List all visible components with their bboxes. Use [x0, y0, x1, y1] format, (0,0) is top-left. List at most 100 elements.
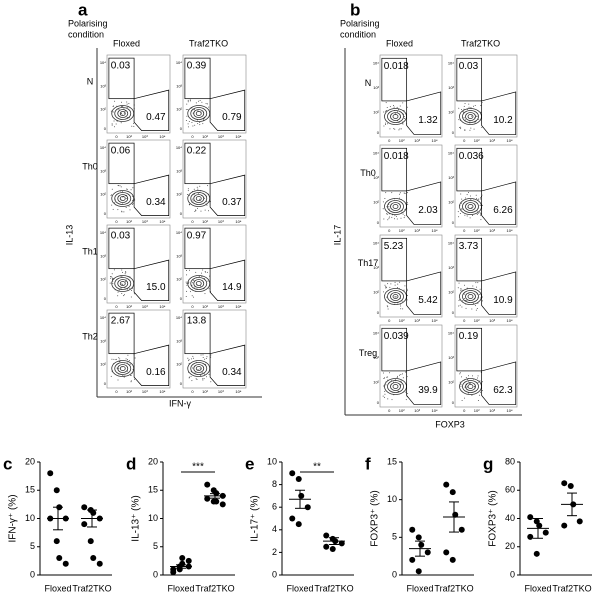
- event-dot: [479, 380, 481, 382]
- data-point: [418, 541, 425, 548]
- x-tick-label: Traf2TKO: [195, 583, 234, 593]
- event-dot: [117, 291, 119, 293]
- flow-tick: 10²: [399, 408, 405, 413]
- event-dot: [198, 275, 200, 277]
- event-dot: [401, 300, 403, 302]
- event-dot: [384, 198, 386, 200]
- event-dot: [387, 398, 389, 400]
- contour: [119, 111, 126, 116]
- gate: [481, 181, 517, 225]
- event-dot: [205, 358, 207, 360]
- event-dot: [188, 360, 190, 362]
- plot-frame: [454, 234, 518, 318]
- flow-tick: 10³: [142, 134, 148, 139]
- event-dot: [117, 379, 119, 381]
- event-dot: [479, 293, 481, 295]
- event-dot: [189, 269, 191, 271]
- data-point: [90, 509, 97, 516]
- flow-tick: 0: [452, 400, 455, 405]
- contour: [467, 294, 474, 299]
- column-header: Floxed: [113, 38, 140, 48]
- event-dot: [477, 377, 479, 379]
- flow-tick: 0: [377, 400, 380, 405]
- event-dot: [124, 273, 126, 275]
- event-dot: [391, 192, 393, 194]
- event-dot: [189, 291, 191, 293]
- gate-percent: 0.19: [459, 331, 479, 342]
- contour: [114, 192, 132, 205]
- event-dot: [480, 391, 482, 393]
- event-dot: [194, 286, 196, 288]
- row-label: N: [87, 77, 94, 87]
- row-label: Th1: [82, 247, 98, 257]
- data-point: [323, 532, 330, 539]
- event-dot: [394, 281, 396, 283]
- event-dot: [389, 372, 391, 374]
- y-tick-label: 5: [392, 532, 397, 542]
- event-dot: [202, 119, 204, 121]
- flow-tick: 10²: [202, 304, 208, 309]
- flow-tick: 10³: [489, 318, 495, 323]
- flow-tick: 10⁴: [176, 145, 182, 150]
- event-dot: [477, 382, 479, 384]
- contour: [193, 109, 205, 118]
- event-dot: [208, 374, 210, 376]
- event-dot: [399, 105, 401, 107]
- event-dot: [194, 211, 196, 213]
- flow-tick: 10²: [176, 277, 182, 282]
- event-dot: [126, 101, 128, 103]
- event-dot: [210, 381, 212, 383]
- data-point: [533, 550, 540, 557]
- event-dot: [467, 392, 469, 394]
- event-dot: [118, 108, 120, 110]
- gate-percent: 0.16: [146, 367, 166, 378]
- data-point: [289, 515, 296, 522]
- event-dot: [111, 124, 113, 126]
- event-dot: [386, 106, 388, 108]
- event-dot: [403, 116, 405, 118]
- flow-tick: 10³: [448, 265, 454, 270]
- event-dot: [457, 287, 459, 289]
- y-tick-label: 0: [272, 569, 277, 579]
- gate: [481, 271, 517, 315]
- event-dot: [462, 300, 464, 302]
- contour: [114, 277, 132, 290]
- flow-tick: 10⁴: [235, 219, 241, 224]
- flow-tick: 10⁴: [506, 318, 512, 323]
- event-dot: [196, 186, 198, 188]
- plot-frame: [106, 139, 171, 219]
- event-dot: [187, 99, 189, 101]
- event-dot: [464, 197, 466, 199]
- x-tick-label: Traf2TKO: [72, 583, 111, 593]
- event-dot: [474, 386, 476, 388]
- flow-tick: 10³: [489, 408, 495, 413]
- gate: [381, 237, 408, 282]
- event-dot: [460, 128, 462, 130]
- event-dot: [400, 374, 402, 376]
- flow-tick: 0: [191, 134, 194, 139]
- event-dot: [476, 213, 478, 215]
- data-point: [542, 529, 549, 536]
- event-dot: [386, 376, 388, 378]
- event-dot: [130, 374, 132, 376]
- flow-tick: 10³: [373, 355, 379, 360]
- event-dot: [403, 192, 405, 194]
- flow-tick: 10⁴: [373, 60, 379, 65]
- event-dot: [461, 306, 463, 308]
- event-dot: [121, 105, 123, 107]
- data-point: [81, 504, 88, 511]
- event-dot: [406, 106, 408, 108]
- event-dot: [390, 283, 392, 285]
- event-dot: [478, 394, 480, 396]
- gate-percent: 0.34: [146, 197, 166, 208]
- data-point: [87, 538, 94, 545]
- y-tick-label: 2: [272, 547, 277, 557]
- event-dot: [461, 198, 463, 200]
- contour: [193, 364, 205, 373]
- event-dot: [463, 105, 465, 107]
- event-dot: [472, 105, 474, 107]
- event-dot: [402, 102, 404, 104]
- event-dot: [188, 121, 190, 123]
- event-dot: [466, 215, 468, 217]
- event-dot: [190, 375, 192, 377]
